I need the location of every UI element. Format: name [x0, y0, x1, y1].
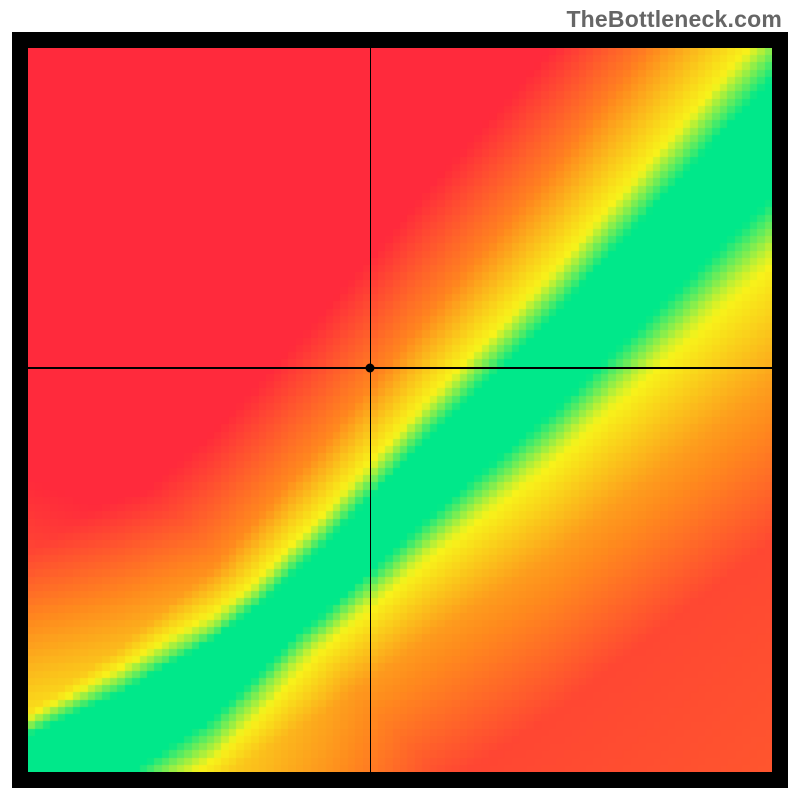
heatmap-area: [28, 48, 772, 772]
crosshair-vertical: [370, 48, 371, 772]
chart-container: TheBottleneck.com: [0, 0, 800, 800]
watermark-text: TheBottleneck.com: [566, 6, 782, 33]
crosshair-horizontal: [28, 367, 772, 368]
marker-dot: [366, 364, 375, 373]
heatmap-canvas: [28, 48, 772, 772]
plot-frame: [12, 32, 788, 788]
